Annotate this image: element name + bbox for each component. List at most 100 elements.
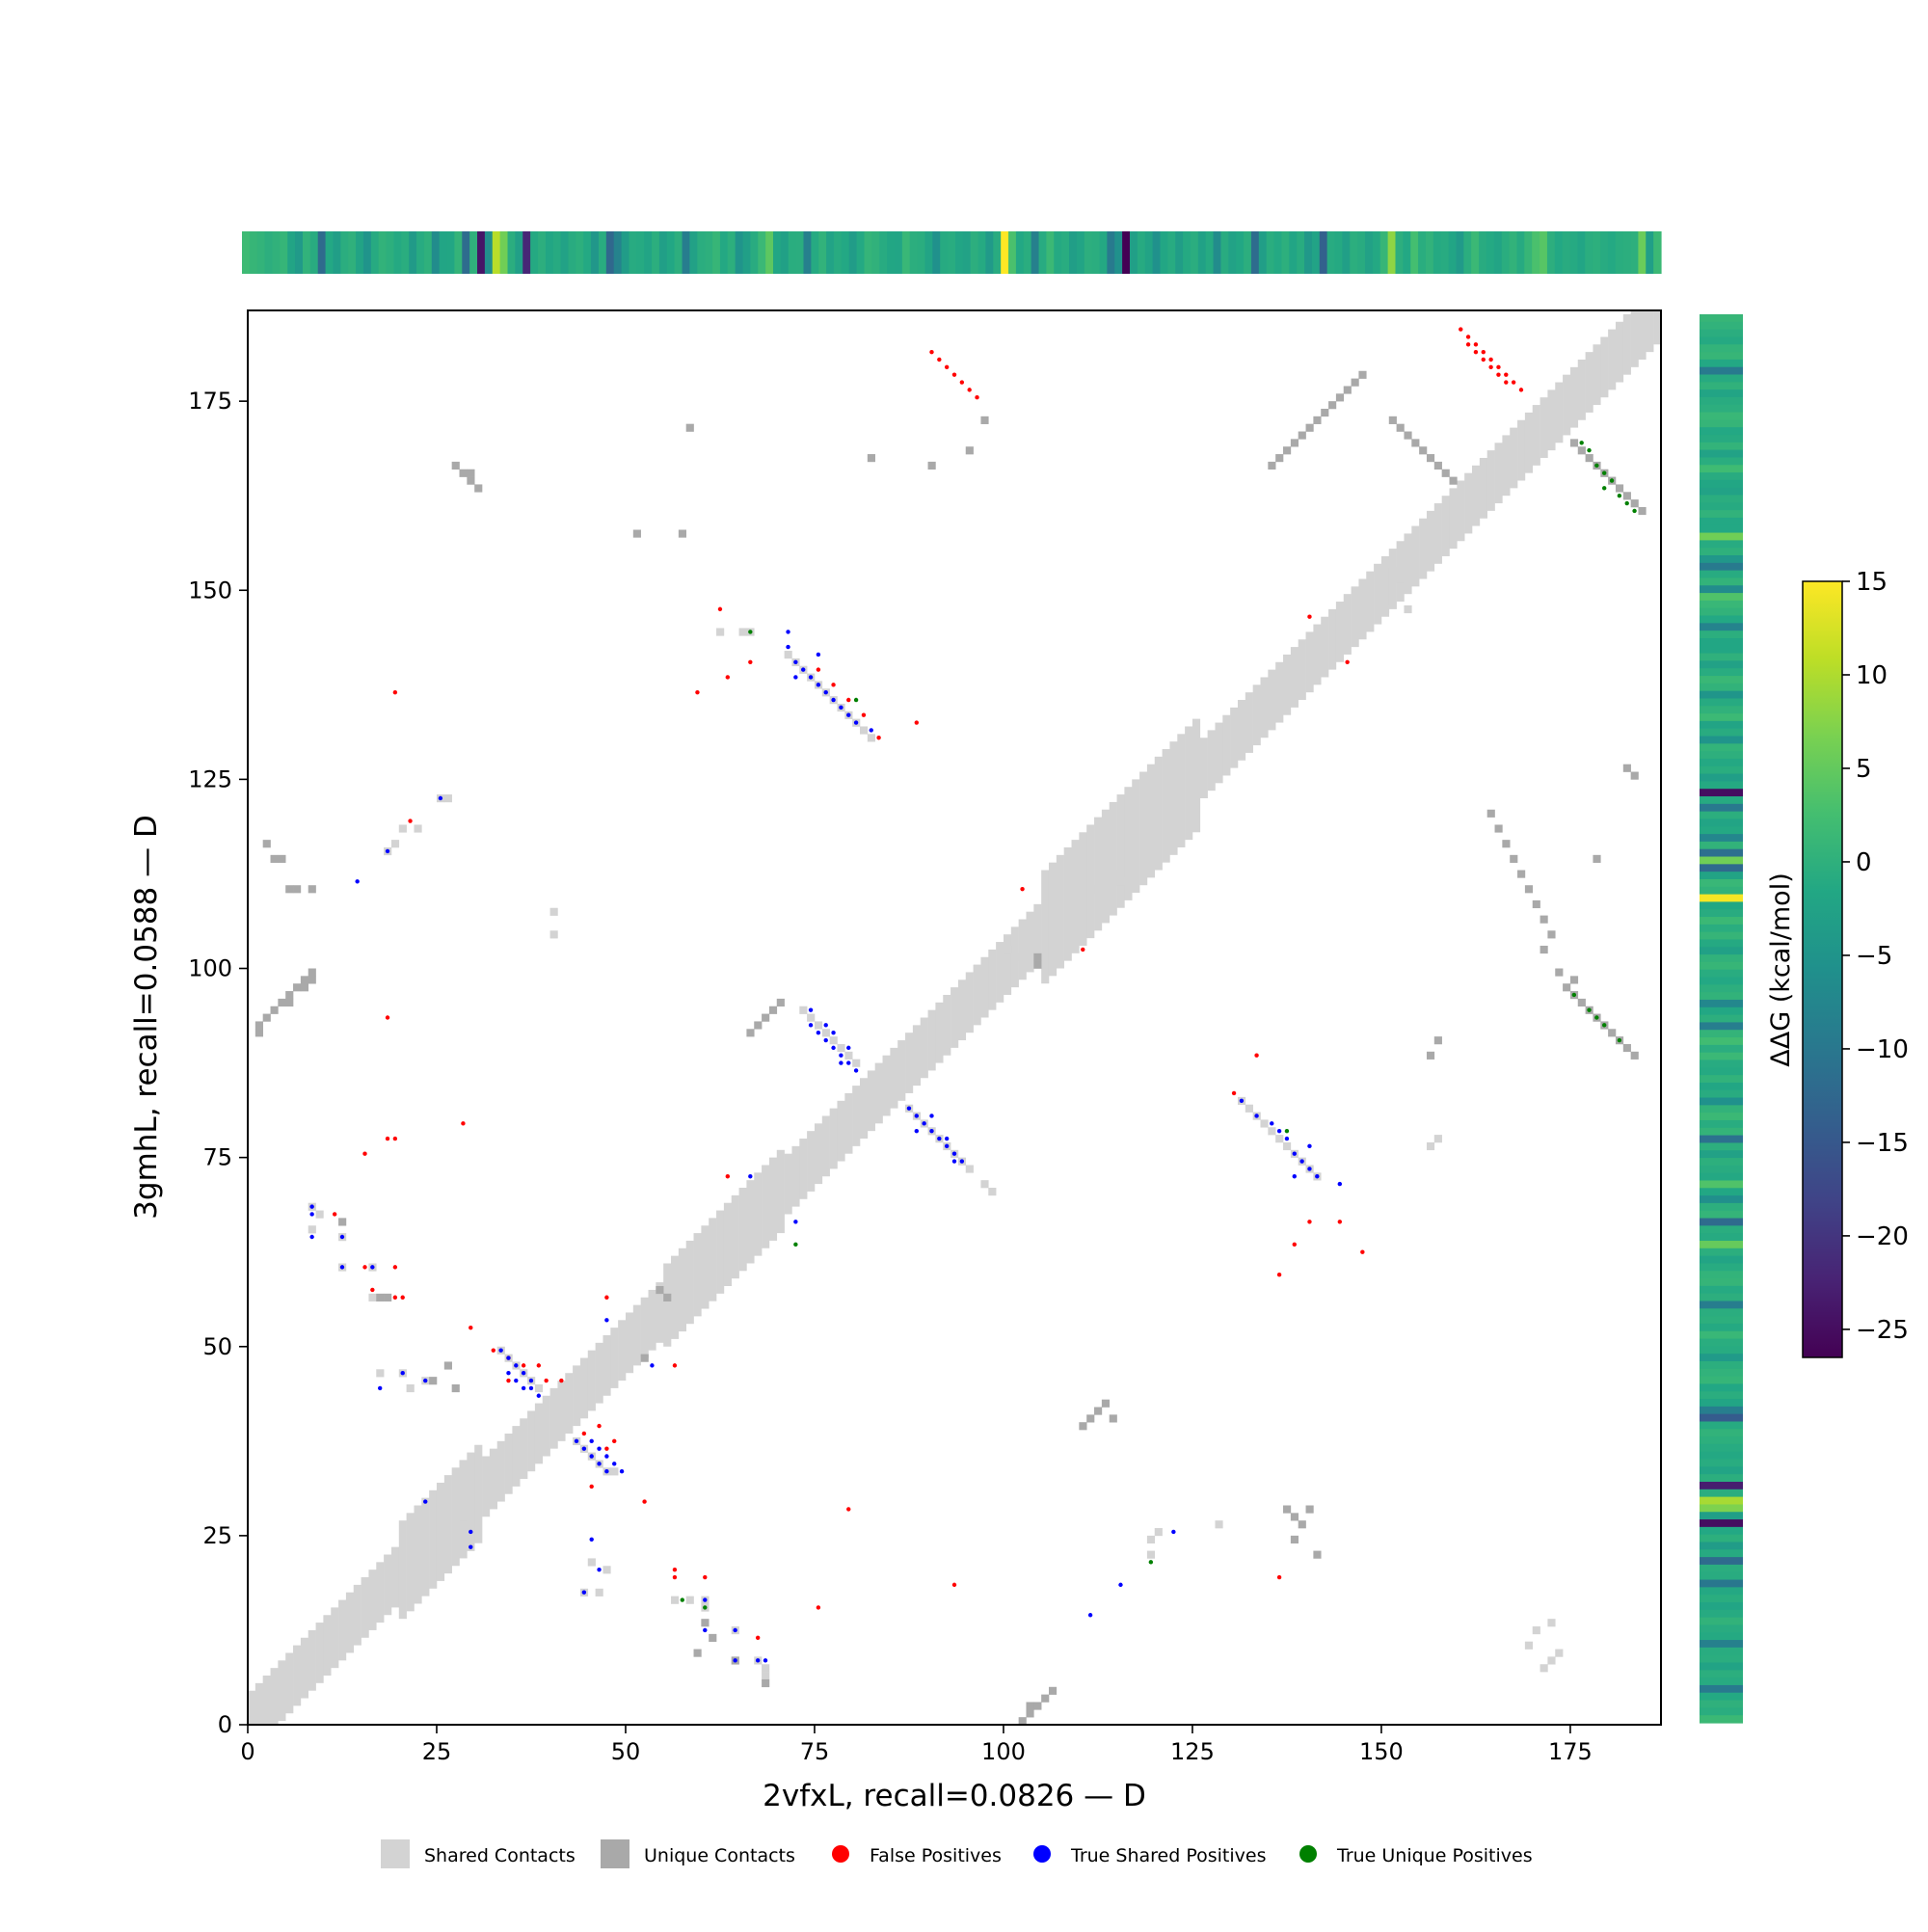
diagonal-cell xyxy=(920,1017,928,1079)
diagonal-cell xyxy=(1094,817,1103,931)
true-shared-positive-point xyxy=(816,1030,821,1035)
top-strip-cell xyxy=(348,231,357,274)
true-shared-positive-point xyxy=(469,1544,473,1549)
diagonal-cell xyxy=(1547,389,1556,451)
diagonal-cell xyxy=(927,1009,936,1071)
diagonal-cell xyxy=(579,1357,589,1419)
diagonal-cell xyxy=(587,1350,596,1411)
diagonal-cell xyxy=(754,1172,763,1256)
shared-contact-cell xyxy=(398,824,407,833)
top-strip-cell xyxy=(1236,231,1245,274)
true-shared-positive-point xyxy=(1292,1151,1297,1156)
top-strip-cell xyxy=(1509,231,1518,274)
diagonal-cell xyxy=(1563,374,1571,436)
top-strip-cell xyxy=(758,231,766,274)
unique-contact-cell xyxy=(1615,484,1624,493)
true-shared-positive-point xyxy=(1292,1174,1297,1179)
right-strip-cell xyxy=(1700,1542,1743,1550)
unique-contact-cell xyxy=(262,840,271,848)
right-strip-cell xyxy=(1700,834,1743,843)
legend-swatch xyxy=(601,1839,629,1868)
top-strip-cell xyxy=(1630,231,1639,274)
unique-contact-cell xyxy=(254,1029,263,1037)
right-strip-cell xyxy=(1700,1406,1743,1415)
diagonal-cell xyxy=(1472,465,1481,526)
unique-contact-cell xyxy=(1351,378,1359,387)
right-strip-cell xyxy=(1700,1684,1743,1694)
top-strip-cell xyxy=(462,231,470,274)
diagonal-cell xyxy=(1343,594,1352,655)
top-strip-cell xyxy=(879,231,888,274)
unique-contact-cell xyxy=(1569,439,1579,447)
y-tick-label: 0 xyxy=(218,1711,232,1738)
right-strip-cell xyxy=(1700,1060,1743,1068)
true-shared-positive-point xyxy=(853,720,859,725)
top-strip-cell xyxy=(1357,231,1366,274)
right-strip-cell xyxy=(1700,939,1743,948)
diagonal-cell xyxy=(1600,336,1609,398)
top-strip-cell xyxy=(901,231,911,274)
right-strip-cell xyxy=(1700,1564,1743,1573)
top-strip-cell xyxy=(1516,231,1525,274)
unique-contact-cell xyxy=(1622,1043,1631,1053)
shared-contact-cell xyxy=(376,1369,385,1378)
shared-contact-cell xyxy=(965,1165,974,1173)
legend-label: True Shared Positives xyxy=(1070,1845,1266,1866)
right-strip-cell xyxy=(1700,1248,1743,1257)
top-strip-cell xyxy=(970,231,979,274)
top-strip-cell xyxy=(552,231,562,274)
diagonal-cell xyxy=(1532,405,1540,466)
y-tick-label: 50 xyxy=(202,1333,232,1360)
false-positive-point xyxy=(1481,349,1486,355)
false-positive-point xyxy=(1292,1242,1297,1248)
top-strip-cell xyxy=(1311,231,1321,274)
unique-contact-cell xyxy=(300,976,309,984)
top-strip-cell xyxy=(1540,231,1548,274)
unique-contact-cell xyxy=(762,1678,770,1688)
false-positive-point xyxy=(1504,380,1509,385)
top-strip-cell xyxy=(560,231,570,274)
shared-contact-cell xyxy=(762,1672,770,1680)
unique-contact-cell xyxy=(1343,386,1352,394)
right-strip-cell xyxy=(1700,548,1743,556)
shared-contact-cell xyxy=(685,1596,694,1604)
x-tick-label: 175 xyxy=(1548,1738,1593,1765)
right-strip-cell xyxy=(1700,540,1743,549)
right-strip-cell xyxy=(1700,751,1743,760)
unique-contact-cell xyxy=(474,484,483,493)
right-strip-cell xyxy=(1700,796,1743,805)
shared-contact-cell xyxy=(738,628,747,636)
right-strip-cell xyxy=(1700,1044,1743,1054)
right-strip-cell xyxy=(1700,1640,1743,1649)
unique-contact-cell xyxy=(278,854,286,863)
right-strip-cell xyxy=(1700,1285,1743,1295)
diagonal-cell xyxy=(1608,329,1617,390)
top-strip-cell xyxy=(386,231,395,274)
false-positive-point xyxy=(521,1363,526,1368)
shared-contact-cell xyxy=(1433,1135,1442,1143)
right-strip-cell xyxy=(1700,1308,1743,1317)
right-strip-cell xyxy=(1700,811,1743,820)
unique-contact-cell xyxy=(1449,476,1458,485)
shared-contact-cell xyxy=(988,1188,997,1196)
true-shared-positive-point xyxy=(581,1446,587,1451)
diagonal-cell xyxy=(406,1513,415,1612)
true-shared-positive-point xyxy=(914,1128,919,1134)
diagonal-cell xyxy=(1275,661,1284,723)
unique-contact-cell xyxy=(701,1619,710,1627)
right-strip-cell xyxy=(1700,344,1743,353)
false-positive-point xyxy=(1020,886,1025,892)
false-positive-point xyxy=(400,1295,405,1300)
top-strip-cell xyxy=(409,231,417,274)
unique-contact-cell xyxy=(262,1013,271,1022)
false-positive-point xyxy=(1511,380,1516,385)
false-positive-point xyxy=(1473,342,1479,347)
diagonal-cell xyxy=(814,1123,823,1185)
x-tick-label: 25 xyxy=(422,1738,452,1765)
false-positive-point xyxy=(1276,1574,1282,1580)
diagonal-cell xyxy=(867,1070,875,1132)
unique-contact-cell xyxy=(308,968,316,977)
right-strip-cell xyxy=(1700,412,1743,420)
right-strip-cell xyxy=(1700,713,1743,722)
right-strip-cell xyxy=(1700,502,1743,511)
